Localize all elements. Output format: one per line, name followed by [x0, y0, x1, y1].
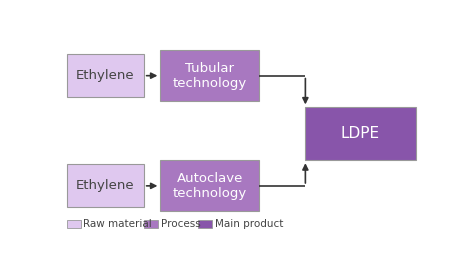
- Text: Tubular
technology: Tubular technology: [173, 62, 247, 90]
- FancyBboxPatch shape: [305, 107, 416, 160]
- FancyBboxPatch shape: [145, 220, 158, 228]
- Text: Main product: Main product: [215, 219, 283, 229]
- FancyBboxPatch shape: [160, 50, 259, 101]
- Text: Autoclave
technology: Autoclave technology: [173, 172, 247, 200]
- FancyBboxPatch shape: [66, 220, 81, 228]
- FancyBboxPatch shape: [66, 164, 144, 207]
- Text: Raw material: Raw material: [83, 219, 152, 229]
- Text: Process: Process: [161, 219, 201, 229]
- Text: Ethylene: Ethylene: [76, 179, 135, 192]
- FancyBboxPatch shape: [160, 160, 259, 211]
- Text: LDPE: LDPE: [341, 126, 380, 141]
- FancyBboxPatch shape: [66, 54, 144, 97]
- Text: Ethylene: Ethylene: [76, 69, 135, 82]
- FancyBboxPatch shape: [199, 220, 212, 228]
